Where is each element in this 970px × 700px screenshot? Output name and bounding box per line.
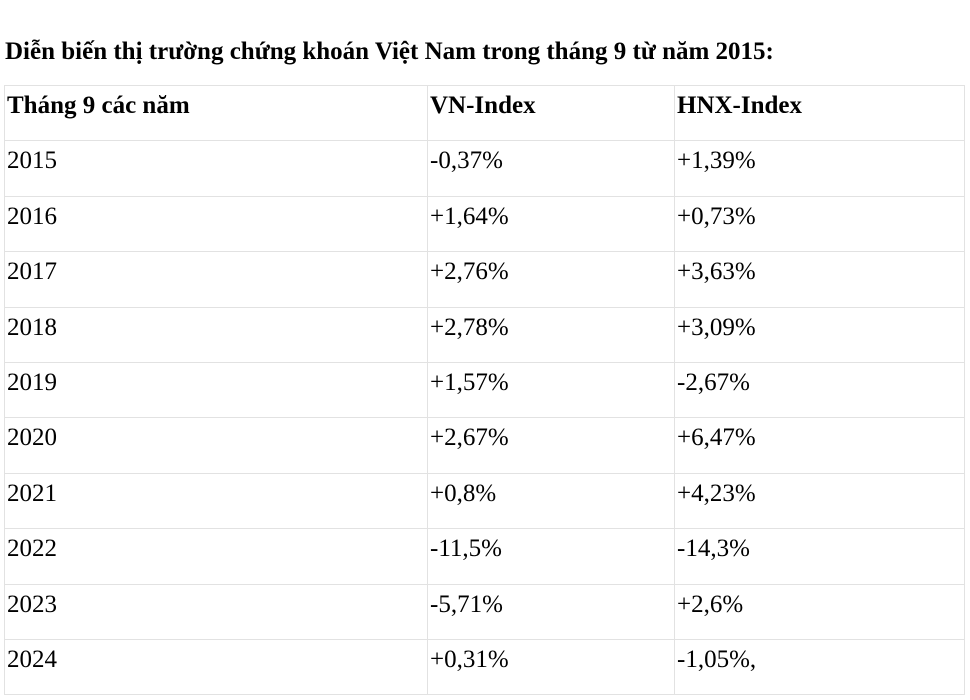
table-cell: 2017: [4, 251, 428, 308]
table-cell: +2,76%: [427, 251, 675, 308]
table-cell: -1,05%,: [674, 638, 965, 696]
index-table: Tháng 9 các năm VN-Index HNX-Index 2015 -0,3…: [4, 84, 965, 696]
table-cell: 2022: [4, 528, 428, 585]
table-row: 2020 +2,67% +6,47%: [4, 417, 965, 474]
table-row: 2022 -11,5% -14,3%: [4, 528, 965, 585]
column-header: Tháng 9 các năm: [4, 84, 428, 142]
table-row: 2021 +0,8% +4,23%: [4, 472, 965, 530]
table-cell: -2,67%: [674, 361, 965, 419]
table-cell: +2,6%: [674, 583, 965, 640]
table-cell: -0,37%: [427, 140, 675, 197]
table-cell: +2,78%: [427, 306, 675, 363]
table-cell: +0,73%: [674, 195, 965, 253]
table-cell: +1,57%: [427, 361, 675, 419]
page-title: Diễn biến thị trường chứng khoán Việt Na…: [5, 38, 774, 65]
table-cell: +3,09%: [674, 306, 965, 363]
table-cell: +2,67%: [427, 417, 675, 474]
table-cell: +4,23%: [674, 472, 965, 530]
table-row: 2019 +1,57% -2,67%: [4, 361, 965, 419]
table-cell: +0,31%: [427, 638, 675, 696]
table-cell: 2018: [4, 306, 428, 363]
header-row: Tháng 9 các năm VN-Index HNX-Index: [4, 84, 965, 142]
table-row: 2024 +0,31% -1,05%,: [4, 638, 965, 696]
table-row: 2016 +1,64% +0,73%: [4, 195, 965, 253]
table-cell: +1,64%: [427, 195, 675, 253]
table-cell: 2024: [4, 638, 428, 696]
table-cell: -14,3%: [674, 528, 965, 585]
table-cell: 2015: [4, 140, 428, 197]
table-row: 2017 +2,76% +3,63%: [4, 251, 965, 308]
table-row: 2023 -5,71% +2,6%: [4, 583, 965, 640]
table-cell: 2016: [4, 195, 428, 253]
table-cell: +3,63%: [674, 251, 965, 308]
table-row: 2015 -0,37% +1,39%: [4, 140, 965, 197]
table-row: 2018 +2,78% +3,09%: [4, 306, 965, 363]
table-cell: 2020: [4, 417, 428, 474]
table-cell: 2019: [4, 361, 428, 419]
table-cell: +1,39%: [674, 140, 965, 197]
table-cell: -5,71%: [427, 583, 675, 640]
column-header: HNX-Index: [674, 84, 965, 142]
table-body: Tháng 9 các năm VN-Index HNX-Index 2015 -0,3…: [4, 84, 965, 696]
table-cell: -11,5%: [427, 528, 675, 585]
table-cell: 2023: [4, 583, 428, 640]
table-cell: 2021: [4, 472, 428, 530]
table-cell: +6,47%: [674, 417, 965, 474]
table-cell: +0,8%: [427, 472, 675, 530]
column-header: VN-Index: [427, 84, 675, 142]
